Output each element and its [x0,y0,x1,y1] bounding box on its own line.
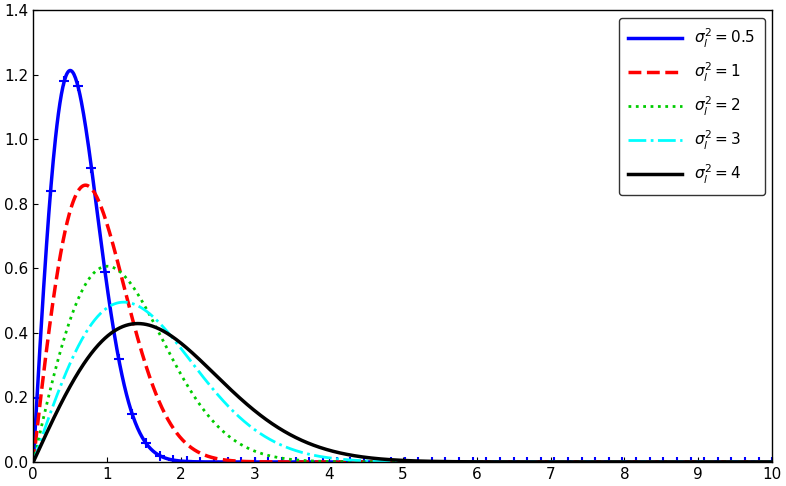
$\sigma_l^2=4$ [354,453,364,459]
$\sigma_l^2=0.5$ [619,459,628,465]
$\sigma_l^2=2$ [28,459,38,465]
$\sigma_l^2=0.5$ [537,459,546,465]
$\sigma_l^2=3$ [119,299,128,305]
$\sigma_l^2=0.5$ [767,459,777,465]
$\sigma_l^2=4$ [328,448,337,454]
$\sigma_l^2=0.5$ [605,459,615,465]
$\sigma_l^2=3$ [537,459,546,465]
$\sigma_l^2=4$ [619,459,628,465]
$\sigma_l^2=1$ [605,459,615,465]
Line: $\sigma_l^2=2$: $\sigma_l^2=2$ [33,266,772,462]
$\sigma_l^2=3$ [619,459,628,465]
$\sigma_l^2=2$ [537,459,546,465]
$\sigma_l^2=3$ [354,458,364,464]
$\sigma_l^2=2$ [102,263,112,269]
$\sigma_l^2=4$ [28,459,38,465]
$\sigma_l^2=1$ [105,229,114,235]
$\sigma_l^2=4$ [133,321,142,327]
$\sigma_l^2=0.5$ [105,300,114,306]
Line: $\sigma_l^2=3$: $\sigma_l^2=3$ [33,302,772,462]
$\sigma_l^2=0.5$ [65,68,75,73]
$\sigma_l^2=4$ [767,459,777,465]
$\sigma_l^2=1$ [354,459,364,465]
$\sigma_l^2=2$ [328,459,337,465]
$\sigma_l^2=2$ [619,459,628,465]
$\sigma_l^2=2$ [767,459,777,465]
Line: $\sigma_l^2=0.5$: $\sigma_l^2=0.5$ [33,70,772,462]
$\sigma_l^2=4$ [605,459,615,465]
$\sigma_l^2=4$ [537,459,546,465]
$\sigma_l^2=0.5$ [328,459,337,465]
$\sigma_l^2=3$ [328,455,337,461]
$\sigma_l^2=3$ [767,459,777,465]
$\sigma_l^2=2$ [105,263,114,269]
$\sigma_l^2=3$ [28,459,38,465]
$\sigma_l^2=1$ [537,459,546,465]
$\sigma_l^2=0.5$ [354,459,364,465]
$\sigma_l^2=1$ [619,459,628,465]
Line: $\sigma_l^2=4$: $\sigma_l^2=4$ [33,324,772,462]
Legend: $\sigma_l^2=0.5$, $\sigma_l^2=1$, $\sigma_l^2=2$, $\sigma_l^2=3$, $\sigma_l^2=4$: $\sigma_l^2=0.5$, $\sigma_l^2=1$, $\sigm… [619,18,765,195]
$\sigma_l^2=2$ [354,459,364,465]
$\sigma_l^2=1$ [328,459,337,465]
$\sigma_l^2=2$ [605,459,615,465]
$\sigma_l^2=0.5$ [28,459,38,465]
$\sigma_l^2=1$ [767,459,777,465]
$\sigma_l^2=1$ [28,459,38,465]
$\sigma_l^2=3$ [104,304,113,310]
$\sigma_l^2=1$ [81,182,90,188]
Line: $\sigma_l^2=1$: $\sigma_l^2=1$ [33,185,772,462]
$\sigma_l^2=3$ [605,459,615,465]
$\sigma_l^2=4$ [104,332,113,338]
